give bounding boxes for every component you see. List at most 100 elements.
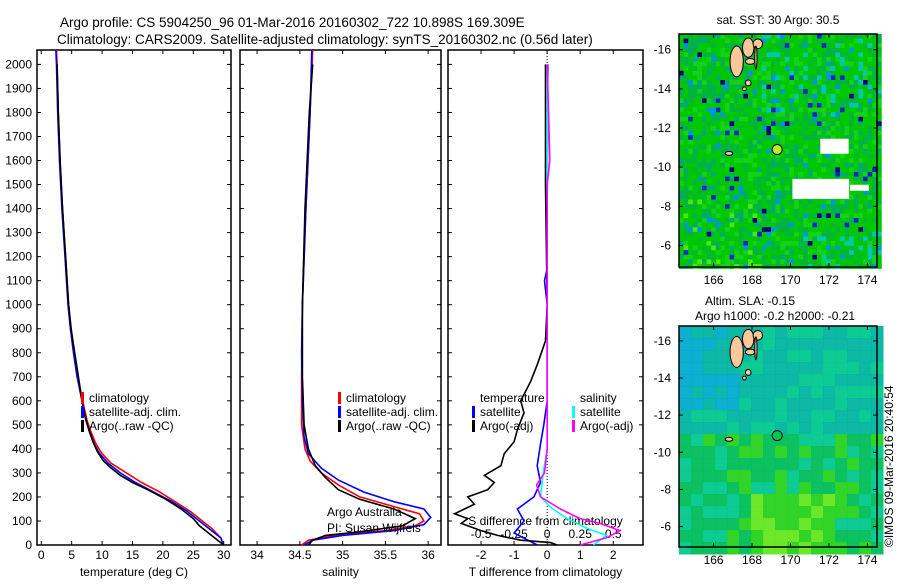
sst-cell (817, 259, 822, 265)
sst-cell (688, 222, 694, 228)
sst-cell (766, 93, 772, 99)
sla-cell (787, 506, 800, 519)
x-tick-label: -2 (476, 548, 487, 562)
sla-cell (799, 362, 812, 375)
sst-cell (835, 61, 841, 67)
sst-cell (692, 172, 698, 177)
sst-cell (702, 139, 707, 145)
sst-cell (876, 264, 882, 269)
sla-cell (679, 326, 692, 339)
map-y-tick-label: -6 (660, 520, 671, 534)
sst-cell (748, 75, 753, 81)
sst-cell (771, 199, 776, 205)
sla-cell (739, 494, 752, 507)
sst-cell (752, 204, 758, 210)
sst-cell (748, 84, 753, 90)
sst-cell (734, 222, 740, 228)
sst-cell (858, 241, 864, 246)
sst-cell (872, 199, 878, 205)
sst-cell (738, 259, 744, 265)
sla-cell (835, 398, 848, 411)
sst-cell (775, 84, 781, 90)
sst-cell (867, 241, 873, 246)
sst-cell (780, 185, 786, 191)
sst-cell (761, 98, 767, 104)
sst-cell (863, 236, 868, 242)
sst-cell (775, 167, 781, 173)
sst-cell (821, 89, 827, 95)
sst-cell (761, 121, 767, 127)
sst-cell (794, 116, 799, 122)
sst-cell (725, 176, 730, 182)
sst-cell (858, 84, 864, 90)
sst-cell (688, 70, 694, 76)
sst-cell (748, 241, 753, 246)
sst-cell (844, 208, 850, 214)
sst-cell (872, 195, 878, 200)
sst-cell (752, 116, 758, 122)
sst-cell (780, 213, 786, 219)
sst-cell (711, 158, 717, 164)
sst-cell (863, 52, 868, 58)
sst-cell (784, 218, 790, 223)
sst-cell (830, 116, 836, 122)
sst-cell (757, 241, 763, 246)
sst-cell (683, 222, 689, 228)
sst-cell (812, 57, 818, 62)
map-y-tick-label: -12 (654, 121, 672, 135)
sst-cell (688, 195, 694, 200)
sst-cell (715, 112, 721, 118)
sst-cell (715, 190, 721, 196)
sst-cell (807, 121, 813, 127)
sst-cell (743, 250, 749, 256)
sst-cell (867, 121, 873, 127)
sst-cell (752, 144, 758, 150)
sla-cell (727, 410, 740, 423)
sst-cell (725, 236, 730, 242)
sst-cell (863, 89, 868, 95)
sst-cell (840, 47, 845, 53)
sst-cell (807, 34, 813, 39)
sla-cell (835, 374, 848, 387)
sst-cell (853, 162, 859, 168)
sst-cell (784, 84, 790, 90)
legend-label: satellite-adj. clim. (89, 405, 181, 419)
sst-cell (766, 158, 772, 164)
sst-cell (752, 176, 758, 182)
sst-cell (725, 80, 730, 85)
sst-cell (803, 245, 809, 251)
sst-cell (743, 241, 749, 246)
sst-cell (706, 231, 712, 237)
sst-cell (697, 162, 703, 168)
map-x-tick-label: 168 (742, 553, 762, 567)
sst-cell (789, 162, 795, 168)
sla-cell (691, 362, 704, 375)
sst-cell (734, 181, 740, 187)
x-tick-label: 35.5 (374, 548, 398, 562)
sst-cell (725, 245, 730, 251)
sst-cell (692, 75, 698, 81)
sst-cell (706, 103, 712, 108)
sst-cell (706, 222, 712, 228)
sst-cell (876, 66, 882, 72)
sst-cell (807, 112, 813, 118)
sla-cell (727, 530, 740, 543)
sla-cell (727, 458, 740, 471)
sla-cell (787, 470, 800, 483)
sst-cell (725, 98, 730, 104)
sst-cell (752, 259, 758, 265)
sst-cell (803, 121, 809, 127)
sla-cell (739, 398, 752, 411)
sst-cell (697, 139, 703, 145)
sst-cell (725, 208, 730, 214)
sst-cell (812, 75, 818, 81)
sst-cell (725, 190, 730, 196)
sla-cell (823, 422, 836, 435)
sst-cell (752, 103, 758, 108)
sla-cell (799, 446, 812, 459)
sst-cell (817, 162, 822, 168)
sst-cell (702, 130, 707, 136)
sla-cell (775, 374, 788, 387)
sst-cell (840, 84, 845, 90)
sst-cell (853, 112, 859, 118)
